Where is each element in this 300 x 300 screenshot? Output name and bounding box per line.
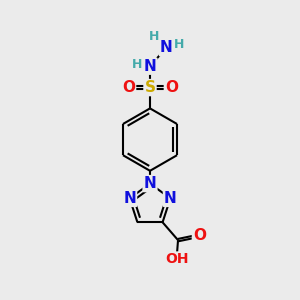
Text: OH: OH (165, 253, 188, 266)
Text: N: N (144, 176, 156, 191)
Text: N: N (144, 59, 156, 74)
Text: H: H (131, 58, 142, 71)
Text: N: N (160, 40, 173, 55)
Text: N: N (164, 191, 177, 206)
Text: H: H (149, 30, 159, 43)
Text: S: S (145, 80, 155, 95)
Text: O: O (193, 228, 206, 243)
Text: N: N (123, 191, 136, 206)
Text: O: O (165, 80, 178, 95)
Text: H: H (174, 38, 184, 51)
Text: O: O (122, 80, 135, 95)
